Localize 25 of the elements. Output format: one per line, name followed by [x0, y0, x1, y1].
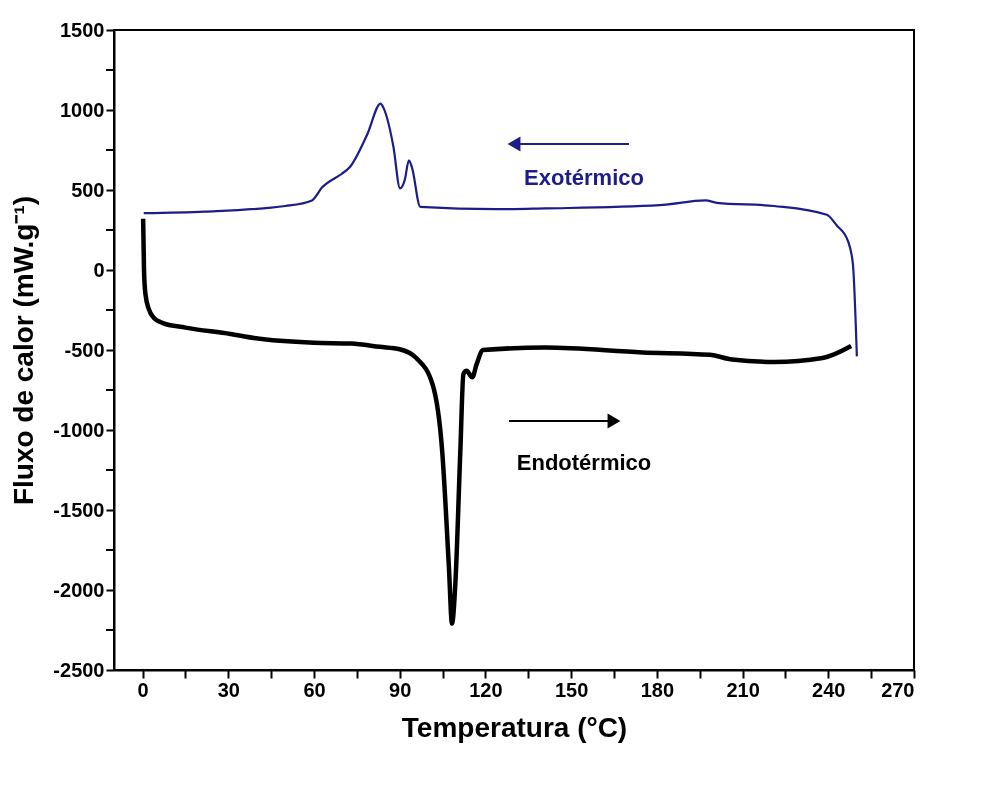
y-tick-label: -1000 — [53, 418, 105, 441]
y-tick-label: -500 — [64, 338, 105, 361]
y-tick-label: 500 — [71, 178, 105, 201]
y-tick-label: -2500 — [53, 658, 105, 681]
x-tick-label: 0 — [137, 678, 149, 701]
annotation: Endotérmico — [516, 450, 652, 475]
y-tick-label: -1500 — [53, 498, 105, 521]
y-tick-label: 1500 — [60, 18, 105, 41]
x-tick-label: 90 — [389, 678, 412, 701]
x-tick-label: 150 — [554, 678, 589, 701]
x-tick-label: 60 — [303, 678, 326, 701]
x-tick-label: 120 — [469, 678, 503, 701]
x-tick-label: 180 — [640, 678, 675, 701]
y-tick-label: 1000 — [60, 98, 105, 121]
line-series — [142, 102, 858, 358]
y-tick-label: -2000 — [53, 578, 105, 601]
y-tick-label: 0 — [93, 258, 105, 281]
line-series — [140, 216, 854, 626]
x-tick-label: 210 — [726, 678, 760, 701]
x-tick-label: 30 — [217, 678, 240, 701]
x-tick-label: 270 — [881, 678, 915, 701]
annotation: Exotérmico — [524, 165, 644, 190]
x-tick-label: 240 — [812, 678, 846, 701]
x-axis-title: Temperatura (°C) — [401, 711, 628, 743]
y-axis-title: Fluxo de calor (mW.g⁻¹) — [8, 195, 40, 506]
